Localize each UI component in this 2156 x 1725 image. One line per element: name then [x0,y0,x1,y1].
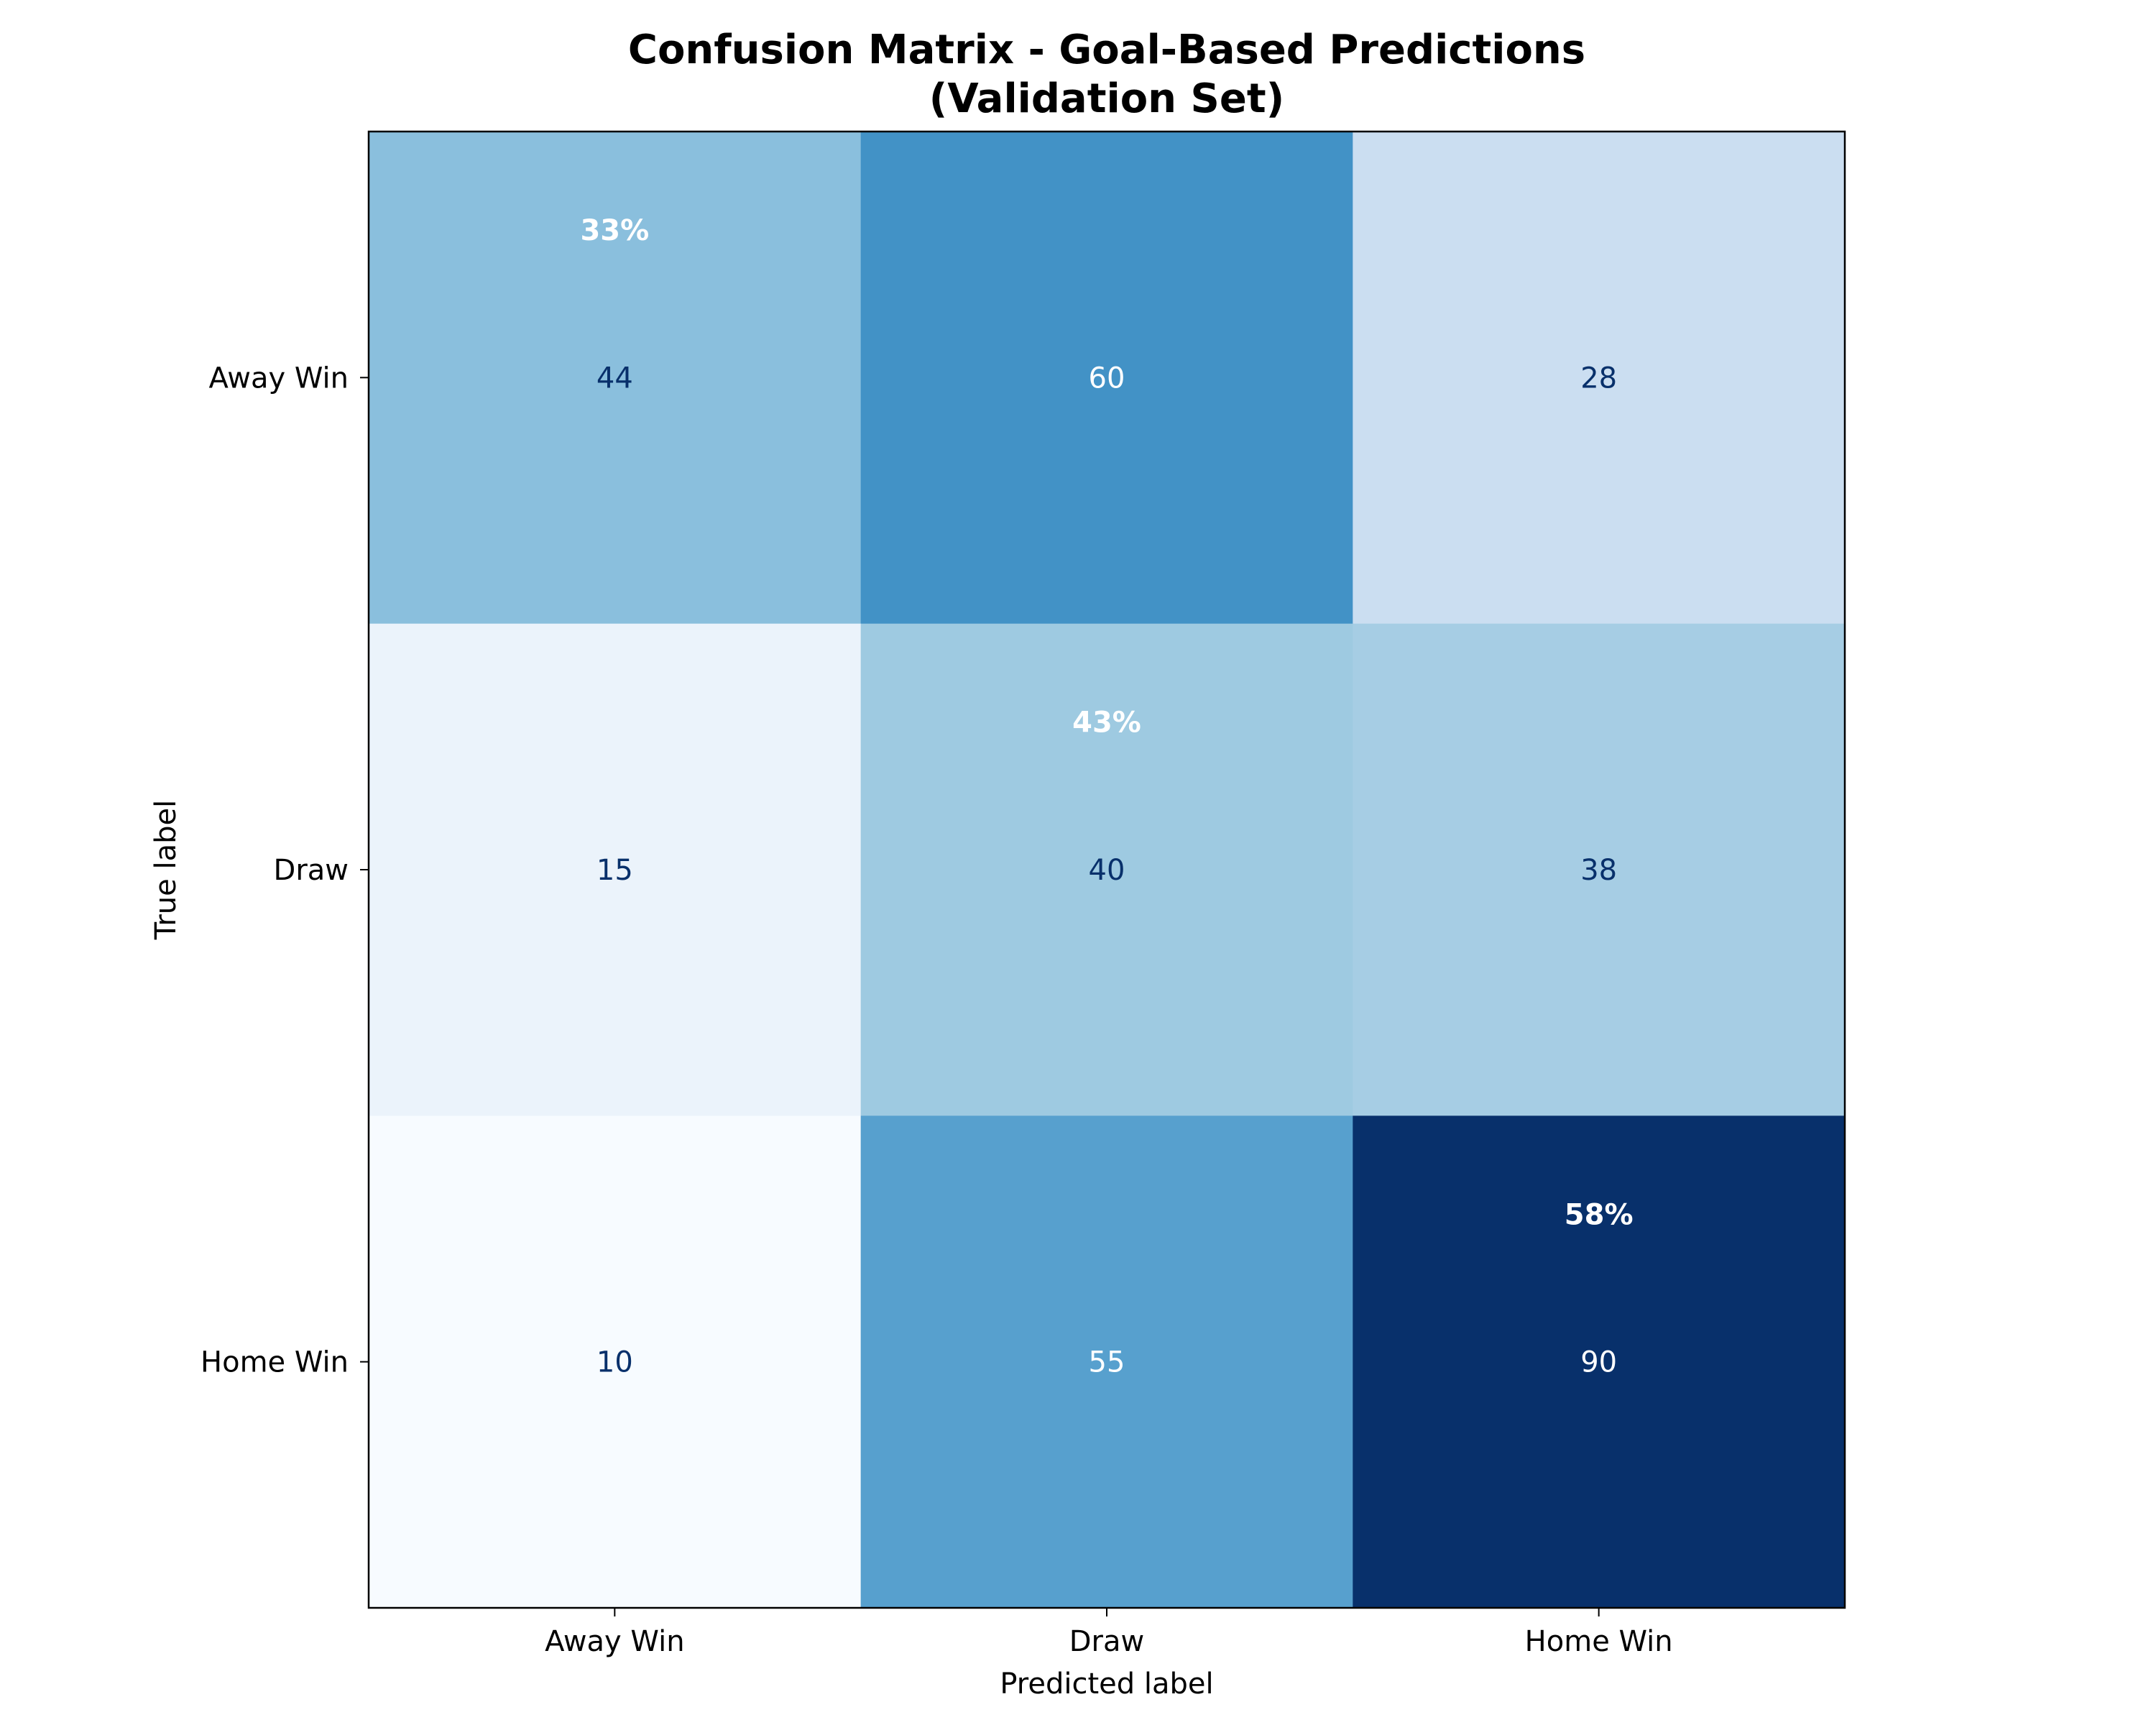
y-tick-label: Away Win [209,362,349,395]
heatmap-cell [860,1116,1353,1609]
heatmap-cell [1353,623,1846,1116]
heatmap-cell [1353,1116,1846,1609]
x-tick-label: Away Win [545,1625,685,1658]
heatmap-cells [369,132,1846,1609]
axis-ticks: Away Win Draw Home Win Away Win Draw Home Win [201,362,1673,1658]
x-tick-label: Home Win [1525,1625,1673,1658]
chart-title-line2: (Validation Set) [929,75,1284,122]
cell-value-label: 55 [1089,1346,1125,1379]
cell-value-label: 90 [1580,1346,1617,1379]
cell-value-label: 28 [1580,362,1617,395]
y-axis-label: True label [149,800,183,940]
diagonal-percentage-label: 43% [1072,707,1141,740]
cell-value-label: 15 [596,854,633,887]
heatmap-cell-labels: 44 33% 60 28 15 40 43% 38 10 55 90 58% [580,214,1633,1379]
chart-title-line1: Confusion Matrix - Goal-Based Prediction… [628,27,1585,73]
heatmap-cell [369,623,862,1116]
y-tick-label: Home Win [201,1346,349,1379]
cell-value-label: 40 [1089,854,1125,887]
heatmap-cell [369,1116,862,1609]
heatmap-cell [369,132,862,625]
diagonal-percentage-label: 33% [580,214,649,247]
diagonal-percentage-label: 58% [1565,1198,1634,1231]
y-tick-label: Draw [274,854,349,887]
cell-value-label: 60 [1089,362,1125,395]
cell-value-label: 44 [596,362,633,395]
cell-value-label: 10 [596,1346,633,1379]
heatmap-cell [1353,132,1846,625]
cell-value-label: 38 [1580,854,1617,887]
x-tick-label: Draw [1069,1625,1144,1658]
heatmap-cell [860,132,1353,625]
heatmap-cell [860,623,1353,1116]
x-axis-label: Predicted label [1000,1668,1213,1701]
